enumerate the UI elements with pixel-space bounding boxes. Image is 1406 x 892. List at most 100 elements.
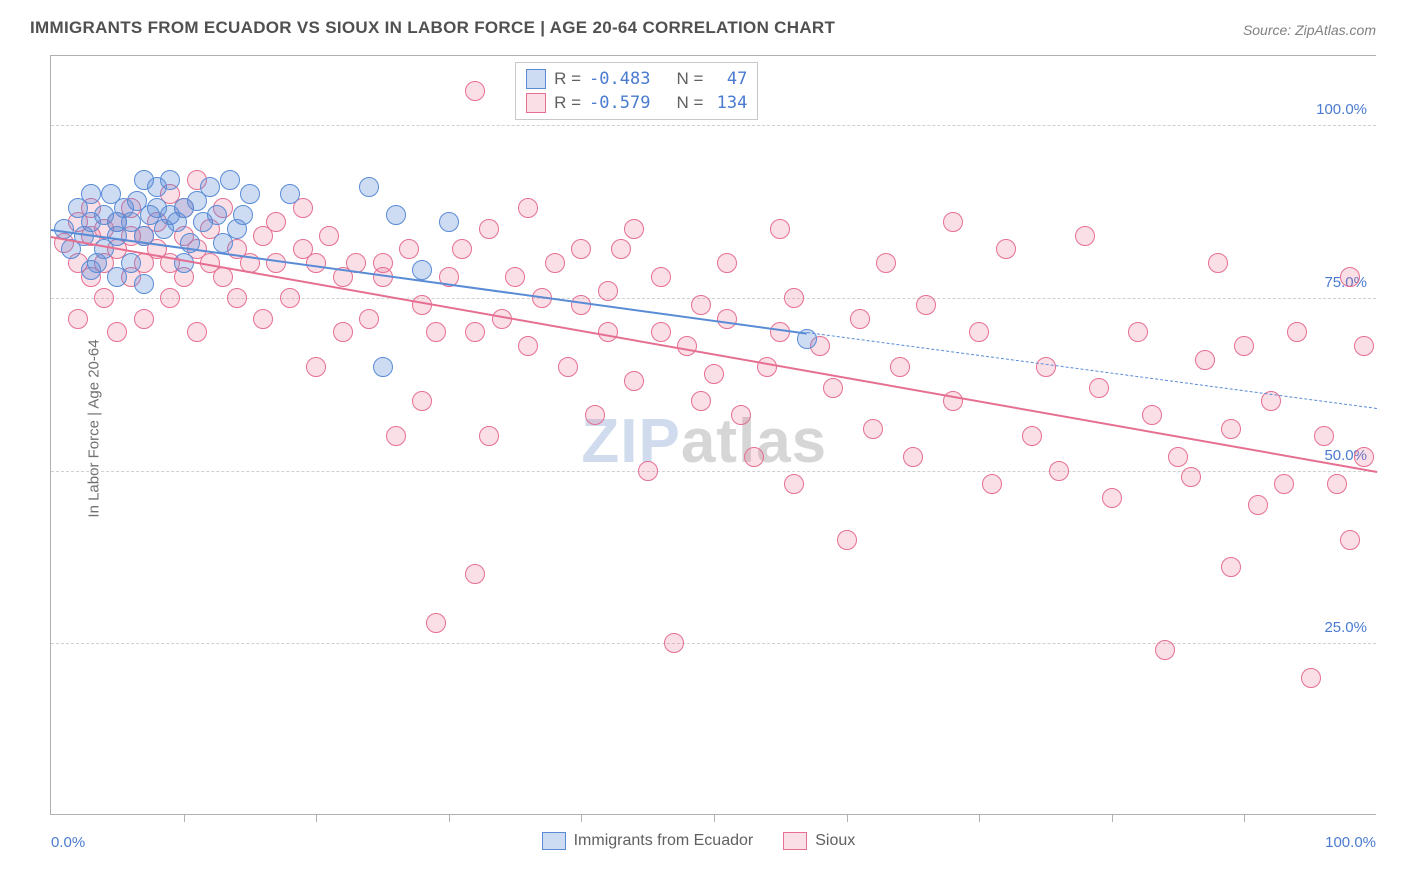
trendline	[51, 236, 1377, 473]
data-point-sioux	[784, 288, 804, 308]
data-point-sioux	[227, 288, 247, 308]
data-point-sioux	[770, 322, 790, 342]
data-point-sioux	[518, 336, 538, 356]
data-point-ecuador	[220, 170, 240, 190]
data-point-sioux	[1354, 447, 1374, 467]
correlation-stats-box: R =-0.483N =47R =-0.579N =134	[515, 62, 758, 120]
xtick	[714, 814, 715, 822]
data-point-sioux	[333, 322, 353, 342]
data-point-sioux	[585, 405, 605, 425]
data-point-sioux	[545, 253, 565, 273]
data-point-ecuador	[174, 253, 194, 273]
data-point-sioux	[651, 267, 671, 287]
xaxis-min-label: 0.0%	[51, 834, 85, 851]
scatter-chart: 25.0%50.0%75.0%100.0%0.0%100.0%ZIPatlasR…	[50, 55, 1376, 815]
data-point-sioux	[1195, 350, 1215, 370]
data-point-sioux	[213, 267, 233, 287]
data-point-sioux	[890, 357, 910, 377]
data-point-sioux	[1036, 357, 1056, 377]
stat-r-value: -0.483	[589, 67, 650, 91]
data-point-sioux	[770, 219, 790, 239]
data-point-sioux	[1314, 426, 1334, 446]
data-point-sioux	[638, 461, 658, 481]
stat-n-label: N =	[676, 67, 703, 91]
data-point-ecuador	[81, 260, 101, 280]
data-point-sioux	[465, 564, 485, 584]
gridline	[51, 125, 1376, 126]
data-point-sioux	[903, 447, 923, 467]
stat-row-ecuador: R =-0.483N =47	[526, 67, 747, 91]
data-point-sioux	[266, 253, 286, 273]
data-point-sioux	[691, 295, 711, 315]
data-point-sioux	[399, 239, 419, 259]
data-point-ecuador	[207, 205, 227, 225]
data-point-sioux	[1248, 495, 1268, 515]
data-point-sioux	[691, 391, 711, 411]
legend-swatch-sioux	[526, 93, 546, 113]
xtick	[449, 814, 450, 822]
data-point-sioux	[1354, 336, 1374, 356]
data-point-sioux	[1089, 378, 1109, 398]
chart-title: IMMIGRANTS FROM ECUADOR VS SIOUX IN LABO…	[30, 18, 835, 38]
ytick-label: 100.0%	[1307, 101, 1367, 118]
trendline	[51, 229, 807, 335]
data-point-sioux	[1049, 461, 1069, 481]
data-point-ecuador	[359, 177, 379, 197]
data-point-sioux	[452, 239, 472, 259]
data-point-sioux	[996, 239, 1016, 259]
data-point-sioux	[624, 219, 644, 239]
data-point-ecuador	[386, 205, 406, 225]
data-point-sioux	[717, 253, 737, 273]
data-point-sioux	[266, 212, 286, 232]
data-point-sioux	[943, 212, 963, 232]
data-point-sioux	[426, 322, 446, 342]
data-point-sioux	[306, 253, 326, 273]
legend-swatch-ecuador	[542, 832, 566, 850]
data-point-sioux	[505, 267, 525, 287]
data-point-ecuador	[81, 184, 101, 204]
data-point-sioux	[1287, 322, 1307, 342]
gridline	[51, 643, 1376, 644]
source-prefix: Source:	[1243, 22, 1295, 38]
data-point-sioux	[1102, 488, 1122, 508]
xtick	[1112, 814, 1113, 822]
source-label: Source: ZipAtlas.com	[1243, 22, 1376, 38]
data-point-ecuador	[134, 274, 154, 294]
data-point-sioux	[426, 613, 446, 633]
source-name: ZipAtlas.com	[1295, 22, 1376, 38]
data-point-sioux	[744, 447, 764, 467]
data-point-ecuador	[200, 177, 220, 197]
data-point-sioux	[916, 295, 936, 315]
data-point-sioux	[704, 364, 724, 384]
data-point-sioux	[837, 530, 857, 550]
data-point-sioux	[598, 281, 618, 301]
data-point-ecuador	[233, 205, 253, 225]
stat-n-value: 47	[711, 67, 747, 91]
data-point-sioux	[1155, 640, 1175, 660]
data-point-sioux	[598, 322, 618, 342]
data-point-ecuador	[280, 184, 300, 204]
xtick	[1244, 814, 1245, 822]
data-point-sioux	[571, 239, 591, 259]
data-point-sioux	[863, 419, 883, 439]
data-point-sioux	[1274, 474, 1294, 494]
data-point-sioux	[757, 357, 777, 377]
data-point-sioux	[611, 239, 631, 259]
data-point-ecuador	[240, 184, 260, 204]
data-point-ecuador	[54, 219, 74, 239]
data-point-sioux	[187, 322, 207, 342]
data-point-sioux	[1022, 426, 1042, 446]
legend-label: Sioux	[815, 832, 855, 850]
data-point-sioux	[68, 309, 88, 329]
data-point-sioux	[319, 226, 339, 246]
data-point-ecuador	[412, 260, 432, 280]
data-point-sioux	[160, 288, 180, 308]
data-point-sioux	[107, 322, 127, 342]
data-point-sioux	[1301, 668, 1321, 688]
data-point-sioux	[969, 322, 989, 342]
data-point-sioux	[479, 426, 499, 446]
data-point-sioux	[850, 309, 870, 329]
data-point-sioux	[1234, 336, 1254, 356]
data-point-sioux	[664, 633, 684, 653]
data-point-sioux	[1221, 557, 1241, 577]
